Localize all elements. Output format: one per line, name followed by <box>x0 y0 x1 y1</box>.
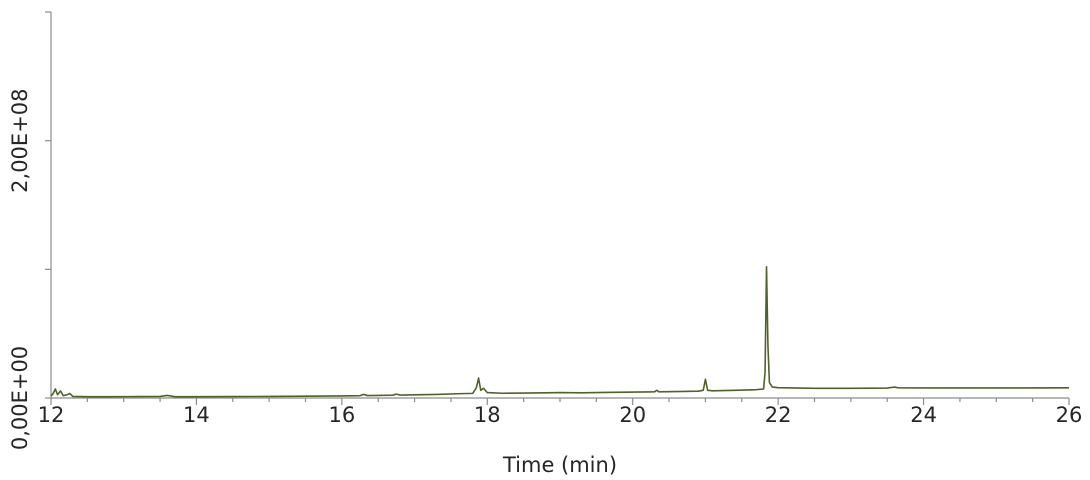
x-tick-label: 18 <box>474 403 501 427</box>
x-tick-label: 20 <box>619 403 646 427</box>
x-tick-label: 12 <box>38 403 65 427</box>
y-axis-ticks: 0,00E+00 2,00E+08 <box>8 11 51 450</box>
series-line <box>50 265 1070 398</box>
y-tick-label: 2,00E+08 <box>8 88 32 192</box>
x-tick-label: 16 <box>328 403 355 427</box>
x-tick-label: 26 <box>1056 403 1083 427</box>
x-tick-label: 24 <box>910 403 937 427</box>
x-tick-label: 14 <box>183 403 210 427</box>
x-axis-ticks: 12 14 16 18 20 22 24 26 <box>38 398 1083 427</box>
x-tick-label: 22 <box>765 403 792 427</box>
y-tick-label: 0,00E+00 <box>8 346 32 450</box>
plot-area <box>50 265 1070 398</box>
x-axis-title: Time (min) <box>502 453 617 477</box>
